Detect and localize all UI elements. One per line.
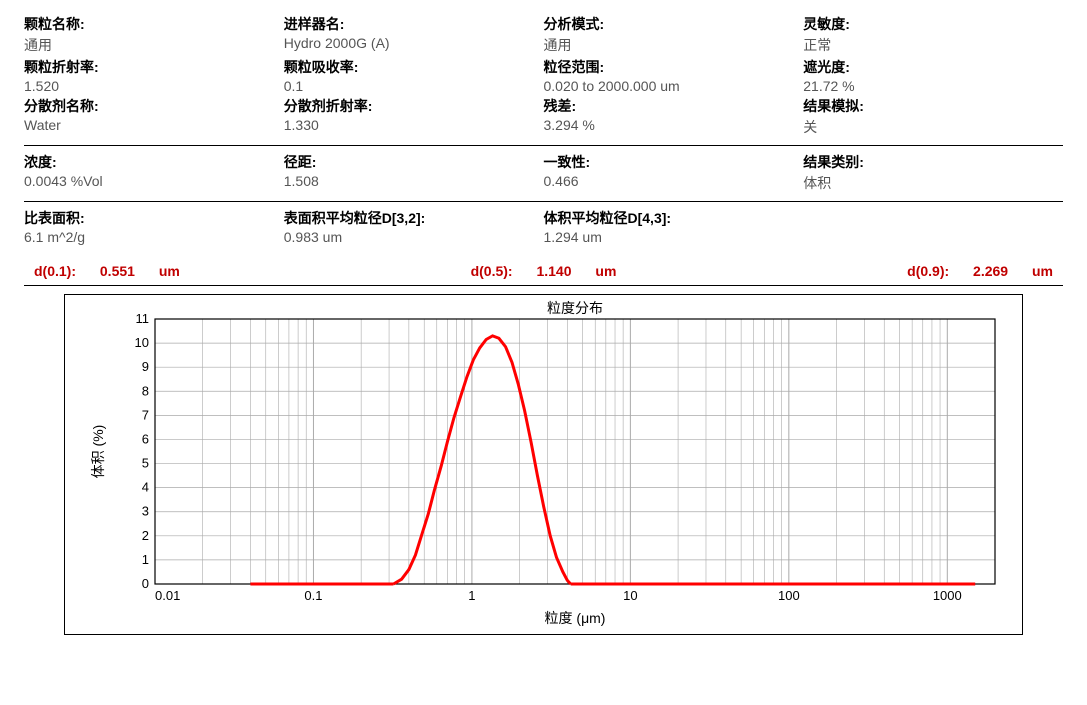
value: 关 <box>803 117 1063 137</box>
label: 径距: <box>284 152 544 172</box>
value: 0.983 um <box>284 229 544 245</box>
value: 0.1 <box>284 78 544 94</box>
svg-text:粒度分布: 粒度分布 <box>547 300 603 316</box>
svg-text:10: 10 <box>623 588 637 603</box>
value: 0.020 to 2000.000 um <box>544 78 804 94</box>
d-label: d(0.5): <box>471 263 513 279</box>
value: 通用 <box>24 35 284 55</box>
svg-text:10: 10 <box>135 335 149 350</box>
value: 通用 <box>544 35 804 55</box>
svg-text:8: 8 <box>142 383 149 398</box>
label: 体积平均粒径D[4,3]: <box>544 208 804 228</box>
value: Hydro 2000G (A) <box>284 35 544 51</box>
value: 21.72 % <box>803 78 1063 94</box>
value: 体积 <box>803 173 1063 193</box>
value: 6.1 m^2/g <box>24 229 284 245</box>
label: 浓度: <box>24 152 284 172</box>
d01: d(0.1): 0.551 um <box>34 263 180 279</box>
d-unit: um <box>1032 263 1053 279</box>
value: 0.0043 %Vol <box>24 173 284 189</box>
svg-text:5: 5 <box>142 456 149 471</box>
d-value: 0.551 <box>100 263 135 279</box>
label: 表面积平均粒径D[3,2]: <box>284 208 544 228</box>
percentile-line: d(0.1): 0.551 um d(0.5): 1.140 um d(0.9)… <box>24 253 1063 286</box>
svg-text:1: 1 <box>142 552 149 567</box>
svg-text:4: 4 <box>142 480 149 495</box>
params-section-3: 比表面积:6.1 m^2/g 表面积平均粒径D[3,2]:0.983 um 体积… <box>24 202 1063 253</box>
svg-text:体积 (%): 体积 (%) <box>90 425 106 479</box>
svg-text:0.1: 0.1 <box>304 588 322 603</box>
label: 比表面积: <box>24 208 284 228</box>
label: 进样器名: <box>284 14 544 34</box>
svg-text:粒度 (μm): 粒度 (μm) <box>545 610 606 626</box>
svg-text:2: 2 <box>142 528 149 543</box>
label: 颗粒折射率: <box>24 57 284 77</box>
svg-text:3: 3 <box>142 504 149 519</box>
svg-text:6: 6 <box>142 431 149 446</box>
d09: d(0.9): 2.269 um <box>907 263 1053 279</box>
params-section-1: 颗粒名称:通用 进样器名:Hydro 2000G (A) 分析模式:通用 灵敏度… <box>24 8 1063 146</box>
value: 1.330 <box>284 117 544 133</box>
value: 0.466 <box>544 173 804 189</box>
value: 1.508 <box>284 173 544 189</box>
d-unit: um <box>159 263 180 279</box>
value: 3.294 % <box>544 117 804 133</box>
label: 一致性: <box>544 152 804 172</box>
value: 1.294 um <box>544 229 804 245</box>
d-value: 2.269 <box>973 263 1008 279</box>
label: 颗粒名称: <box>24 14 284 34</box>
value: Water <box>24 117 284 133</box>
label: 遮光度: <box>803 57 1063 77</box>
params-section-2: 浓度:0.0043 %Vol 径距:1.508 一致性:0.466 结果类别:体… <box>24 146 1063 202</box>
svg-text:7: 7 <box>142 407 149 422</box>
d-unit: um <box>595 263 616 279</box>
svg-text:1000: 1000 <box>933 588 962 603</box>
svg-text:0: 0 <box>142 576 149 591</box>
value: 正常 <box>803 35 1063 55</box>
d05: d(0.5): 1.140 um <box>471 263 617 279</box>
d-value: 1.140 <box>536 263 571 279</box>
label: 结果类别: <box>803 152 1063 172</box>
d-label: d(0.9): <box>907 263 949 279</box>
label: 残差: <box>544 96 804 116</box>
particle-size-chart: 0 1 2 3 4 5 6 7 8 9 10 11 0.01 0.1 1 10 100 1000 粒度分布粒度 (μ… <box>75 299 1015 629</box>
label: 分散剂名称: <box>24 96 284 116</box>
svg-text:11: 11 <box>136 311 150 326</box>
label: 分析模式: <box>544 14 804 34</box>
label: 颗粒吸收率: <box>284 57 544 77</box>
row: 颗粒名称:通用 进样器名:Hydro 2000G (A) 分析模式:通用 灵敏度… <box>24 14 1063 55</box>
value: 1.520 <box>24 78 284 94</box>
chart-container: 0 1 2 3 4 5 6 7 8 9 10 11 0.01 0.1 1 10 100 1000 粒度分布粒度 (μ… <box>64 294 1023 635</box>
label: 粒径范围: <box>544 57 804 77</box>
svg-text:9: 9 <box>142 359 149 374</box>
label: 分散剂折射率: <box>284 96 544 116</box>
label: 结果模拟: <box>803 96 1063 116</box>
svg-text:1: 1 <box>468 588 475 603</box>
label: 灵敏度: <box>803 14 1063 34</box>
svg-text:100: 100 <box>778 588 800 603</box>
svg-text:0.01: 0.01 <box>155 588 180 603</box>
d-label: d(0.1): <box>34 263 76 279</box>
